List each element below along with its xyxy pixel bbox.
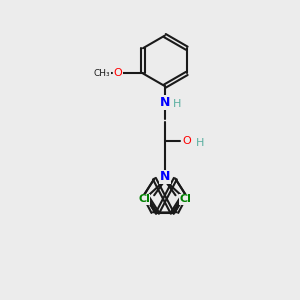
Text: Cl: Cl <box>180 194 192 205</box>
Text: Cl: Cl <box>138 194 150 205</box>
Text: O: O <box>113 68 122 79</box>
Text: H: H <box>195 138 204 148</box>
Text: N: N <box>160 170 170 183</box>
Text: O: O <box>182 136 191 146</box>
Text: N: N <box>160 96 170 109</box>
Text: CH₃: CH₃ <box>94 69 110 78</box>
Text: H: H <box>173 99 182 109</box>
